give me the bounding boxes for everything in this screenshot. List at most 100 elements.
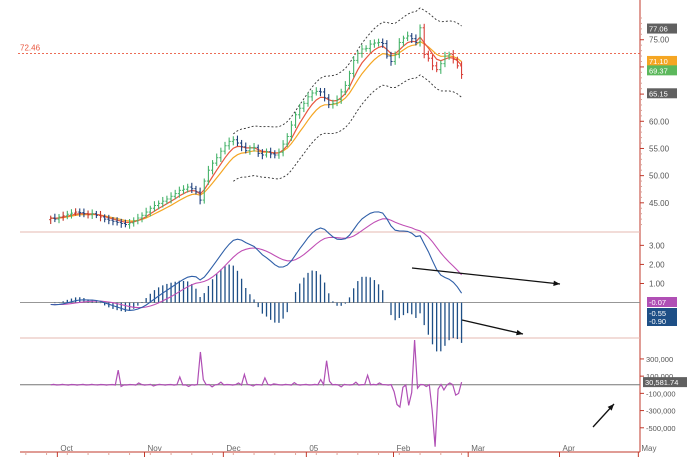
x-tick-label: Oct (60, 444, 73, 453)
ohlc-bar (49, 215, 53, 225)
x-tick-label: 05 (309, 444, 318, 453)
ohlc-bar (385, 40, 389, 59)
price-label-box (647, 88, 677, 99)
ohlc-bar (61, 211, 65, 221)
ohlc-bar (376, 38, 381, 47)
ohlc-bar (190, 182, 194, 193)
price-panel: 72.46 (18, 7, 640, 229)
price-label: 77.06 (647, 23, 677, 34)
ohlc-bar (248, 145, 252, 155)
ohlc-bar (240, 139, 244, 152)
ema-slow-line (50, 40, 462, 222)
ohlc-bar (459, 61, 464, 79)
ema-fast-line (50, 36, 463, 224)
ohlc-bar (323, 87, 327, 102)
ohlc-bar (215, 153, 219, 166)
ohlc-bar (285, 133, 289, 148)
ohlc-bar (393, 51, 397, 65)
ohlc-bar (244, 142, 248, 154)
y-tick-label: 300,000 (646, 355, 673, 364)
ohlc-bar (260, 149, 264, 160)
ohlc-bar (327, 94, 331, 109)
ohlc-bar (210, 160, 215, 175)
macd-label-text: -0.90 (649, 317, 666, 326)
macd-line (50, 211, 463, 311)
ohlc-bar (418, 24, 422, 47)
y-tick-label: 2.00 (649, 260, 665, 269)
ohlc-bar (318, 87, 323, 97)
ohlc-bar (293, 111, 298, 129)
ohlc-bar (397, 38, 401, 59)
ohlc-bar (401, 35, 406, 47)
price-label-text: 65.15 (649, 89, 668, 98)
ohlc-bar (277, 148, 281, 159)
ohlc-bar (181, 185, 186, 195)
y-tick-label: 100,000 (646, 372, 673, 381)
ohlc-bar (314, 87, 318, 96)
ohlc-bar (414, 34, 418, 46)
price-label-box (647, 23, 677, 34)
price-label-text: 71.10 (649, 57, 668, 66)
arrow-oscillator-rising-head (607, 404, 614, 411)
ohlc-bar (194, 185, 198, 195)
macd-label-box (647, 308, 677, 318)
macd-label-box (647, 316, 677, 326)
ohlc-bar (410, 33, 414, 44)
ohlc-bar (74, 208, 78, 216)
y-tick-label: 45.00 (649, 199, 670, 208)
ohlc-bar (298, 103, 302, 119)
arrow-histogram-divergence-head (516, 329, 523, 336)
ohlc-bar (103, 214, 107, 223)
axes: OctNovDec05FebMarAprMay75.0070.0065.0060… (25, 17, 687, 457)
ohlc-bar (306, 92, 310, 107)
ohlc-bar (430, 54, 435, 71)
ohlc-bar (148, 205, 152, 217)
macd-label: -0.07 (647, 297, 677, 307)
macd-label-box (647, 297, 677, 307)
ohlc-bar (198, 187, 202, 205)
oscillator-label-text: 30,581.74 (645, 378, 678, 387)
arrow-oscillator-rising (592, 403, 615, 428)
ohlc-bar (127, 219, 132, 229)
ohlc-bar (152, 201, 157, 212)
ohlc-bar (310, 90, 314, 102)
ohlc-bar (107, 214, 111, 225)
ohlc-bar (206, 165, 211, 185)
arrow-histogram-divergence (461, 319, 524, 336)
ohlc-bar (157, 200, 161, 210)
ohlc-bar (339, 88, 343, 104)
ohlc-bar (69, 209, 74, 219)
ohlc-bar (426, 50, 430, 62)
ohlc-bar (389, 51, 393, 66)
ohlc-bar (451, 50, 455, 64)
y-tick-label: -500,000 (646, 424, 676, 433)
ohlc-bar (78, 208, 82, 217)
ohlc-bar (252, 143, 256, 152)
ohlc-bar (302, 100, 306, 113)
x-tick-label: Mar (471, 444, 485, 453)
ohlc-bar (360, 44, 364, 58)
macd-label: -0.55 (647, 308, 677, 318)
x-tick-label: Nov (147, 444, 161, 453)
ohlc-bar (381, 38, 385, 48)
macd-label-text: -0.07 (649, 298, 666, 307)
arrow-macd-divergence-head (553, 280, 560, 287)
lower-band (233, 74, 462, 182)
ohlc-bar (177, 186, 181, 198)
ohlc-bar (439, 60, 443, 74)
price-label-box (647, 65, 677, 76)
ohlc-bar (281, 140, 285, 157)
ohlc-bar (289, 120, 294, 141)
y-tick-label: 60.00 (649, 117, 670, 126)
y-tick-label: 55.00 (649, 144, 670, 153)
ohlc-bar (136, 213, 140, 225)
ohlc-bar (264, 148, 269, 158)
arrow-macd-divergence-shaft (411, 267, 561, 285)
ohlc-bar (455, 56, 460, 69)
ohlc-bar (98, 210, 103, 222)
x-tick-label: May (641, 444, 656, 453)
x-tick-label: Feb (396, 444, 410, 453)
ohlc-bar (86, 210, 90, 219)
